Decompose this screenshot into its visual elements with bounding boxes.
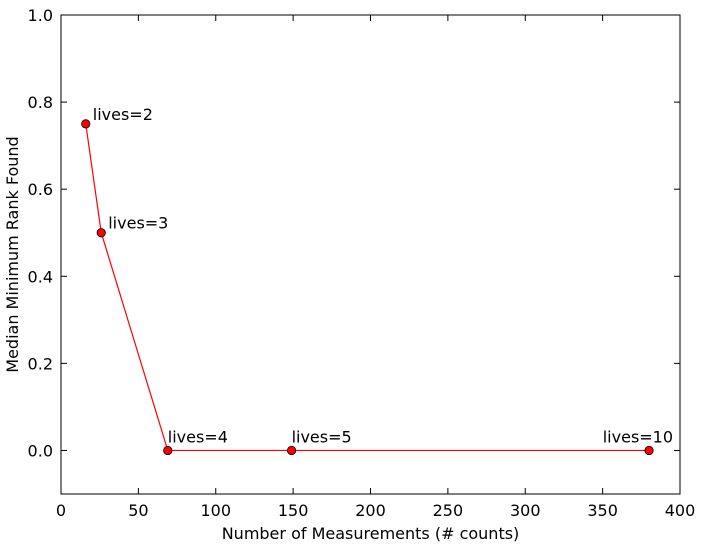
- point-annotation: lives=3: [108, 214, 168, 233]
- x-tick-label: 400: [665, 501, 696, 520]
- x-tick-label: 200: [355, 501, 386, 520]
- point-annotation: lives=2: [93, 105, 153, 124]
- x-tick-label: 350: [587, 501, 618, 520]
- x-tick-label: 250: [433, 501, 464, 520]
- plot-frame: [60, 14, 681, 495]
- y-tick-label: 0.8: [28, 93, 53, 112]
- point-annotation: lives=4: [168, 427, 228, 446]
- point-annotation: lives=5: [292, 427, 352, 446]
- plot-layer: lives=2 lives=3 lives=4 lives=5 lives=10: [81, 105, 673, 456]
- point-annotation: lives=10: [603, 427, 673, 446]
- x-tick-label: 50: [128, 501, 148, 520]
- y-tick-label: 0.2: [28, 354, 53, 373]
- x-tick-label: 0: [56, 501, 66, 520]
- x-tick-label: 150: [278, 501, 309, 520]
- x-tick-label: 300: [510, 501, 541, 520]
- data-point: [644, 445, 654, 456]
- y-tick-label: 1.0: [28, 6, 53, 25]
- y-axis-label: Median Minimum Rank Found: [3, 136, 22, 372]
- x-axis-label: Number of Measurements (# counts): [222, 524, 520, 543]
- data-point: [81, 119, 91, 129]
- x-tick-label: 100: [200, 501, 231, 520]
- data-point: [96, 228, 106, 238]
- data-point: [163, 445, 173, 456]
- y-tick-label: 0.6: [28, 180, 53, 199]
- y-tick-label: 0.0: [28, 441, 53, 460]
- data-point: [286, 445, 297, 456]
- y-tick-label: 0.4: [28, 267, 53, 286]
- series-line: [85, 123, 650, 452]
- ticks-layer: 0 50 100 150 200 250 300 350 400 0.0 0.2 0.4 0.6 0.8 1…: [28, 6, 696, 520]
